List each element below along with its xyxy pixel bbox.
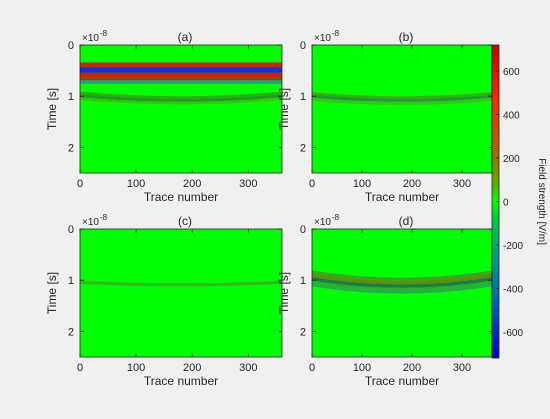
plot-area bbox=[80, 45, 282, 173]
reflection-arc bbox=[80, 97, 282, 105]
x-tick-label: 0 bbox=[77, 178, 83, 190]
exponent-label: ×10 bbox=[314, 217, 331, 228]
axes-box bbox=[79, 228, 283, 358]
reflection-band bbox=[80, 77, 282, 81]
colorbar-tick-label: 400 bbox=[503, 111, 520, 122]
reflection-arc bbox=[312, 273, 492, 285]
x-tick-label: 300 bbox=[453, 178, 471, 190]
panel-title: (a) bbox=[178, 30, 193, 44]
y-tick-label: 2 bbox=[68, 326, 74, 338]
y-tick-label: 2 bbox=[300, 142, 306, 154]
x-tick-label: 0 bbox=[309, 178, 315, 190]
exponent-label: ×10 bbox=[314, 33, 331, 44]
colorbar-tick-label: -400 bbox=[503, 284, 523, 295]
y-axis-label: Time [s] bbox=[45, 272, 59, 314]
colorbar-tick-label: -600 bbox=[503, 328, 523, 339]
reflection-arc bbox=[312, 277, 492, 288]
reflection-arc bbox=[80, 91, 282, 99]
reflection-band bbox=[80, 80, 282, 84]
y-tick-label: 1 bbox=[68, 91, 74, 103]
reflection-arc bbox=[312, 94, 492, 102]
reflection-arc bbox=[312, 92, 492, 99]
x-axis-label: Trace number bbox=[144, 374, 218, 388]
colorbar: 600 400 200 0 -200 -400 -600 Field strength [V/… bbox=[491, 44, 547, 359]
y-axis-label: Time [s] bbox=[45, 88, 59, 130]
reflection-band bbox=[80, 72, 282, 78]
y-tick-label: 0 bbox=[68, 40, 74, 52]
y-tick-label: 0 bbox=[300, 224, 306, 236]
y-tick-label: 0 bbox=[68, 224, 74, 236]
panel-d: 0 100 200 300 0 1 2 (d) Trace number Time [s] ×10-… bbox=[277, 213, 493, 388]
x-tick-label: 300 bbox=[453, 362, 471, 374]
plot-area bbox=[312, 229, 492, 357]
y-axis-label: Time [s] bbox=[277, 272, 291, 314]
x-tick-label: 200 bbox=[183, 178, 201, 190]
y-tick-label: 0 bbox=[300, 40, 306, 52]
y-tick-label: 1 bbox=[68, 275, 74, 287]
x-tick-label: 100 bbox=[127, 362, 145, 374]
reflection-band bbox=[80, 67, 282, 73]
panel-title: (d) bbox=[399, 214, 414, 228]
x-tick-label: 200 bbox=[403, 362, 421, 374]
x-axis-label: Trace number bbox=[144, 190, 218, 204]
colorbar-tick-label: 600 bbox=[503, 67, 520, 78]
exponent-label: ×10 bbox=[82, 217, 99, 228]
exponent-power: -8 bbox=[332, 213, 340, 222]
y-tick-label: 2 bbox=[68, 142, 74, 154]
colorbar-tick-label: 0 bbox=[503, 198, 509, 209]
x-tick-label: 100 bbox=[353, 178, 371, 190]
reflection-arc bbox=[80, 94, 282, 102]
axes-box bbox=[79, 44, 283, 174]
reflection-arc bbox=[80, 280, 282, 287]
field-background bbox=[312, 45, 492, 173]
x-tick-label: 100 bbox=[353, 362, 371, 374]
exponent-power: -8 bbox=[100, 29, 108, 38]
y-tick-label: 1 bbox=[300, 91, 306, 103]
y-axis-label: Time [s] bbox=[277, 88, 291, 130]
x-tick-label: 200 bbox=[183, 362, 201, 374]
x-tick-label: 300 bbox=[239, 362, 257, 374]
exponent-label: ×10 bbox=[82, 33, 99, 44]
plot-area bbox=[80, 229, 282, 357]
plot-area bbox=[312, 45, 492, 173]
x-tick-label: 200 bbox=[403, 178, 421, 190]
panel-title: (b) bbox=[399, 30, 414, 44]
y-tick-label: 1 bbox=[300, 275, 306, 287]
colorbar-tick-label: 200 bbox=[503, 154, 520, 165]
colorbar-tick-label: -200 bbox=[503, 241, 523, 252]
panel-title: (c) bbox=[178, 214, 192, 228]
colorbar-label: Field strength [V/m] bbox=[536, 158, 547, 245]
x-axis-label: Trace number bbox=[365, 374, 439, 388]
panel-a: 0 100 200 300 0 1 2 (a) Trace number Time [s] ×10-… bbox=[45, 29, 283, 204]
reflection-band bbox=[80, 62, 282, 68]
reflection-arc bbox=[312, 280, 492, 291]
x-tick-label: 100 bbox=[127, 178, 145, 190]
panel-c: 0 100 200 300 0 1 2 (c) Trace number Time [s] ×10-… bbox=[45, 213, 283, 388]
reflection-arc bbox=[312, 97, 492, 105]
field-background bbox=[80, 229, 282, 357]
x-tick-label: 0 bbox=[309, 362, 315, 374]
panel-b: 0 100 200 300 0 1 2 (b) Trace number Time [s] ×10-… bbox=[277, 29, 493, 204]
x-axis-label: Trace number bbox=[365, 190, 439, 204]
y-tick-label: 2 bbox=[300, 326, 306, 338]
x-tick-label: 0 bbox=[77, 362, 83, 374]
exponent-power: -8 bbox=[332, 29, 340, 38]
reflection-arc bbox=[312, 270, 492, 281]
x-tick-label: 300 bbox=[239, 178, 257, 190]
exponent-power: -8 bbox=[100, 213, 108, 222]
reflection-arc bbox=[312, 283, 492, 294]
